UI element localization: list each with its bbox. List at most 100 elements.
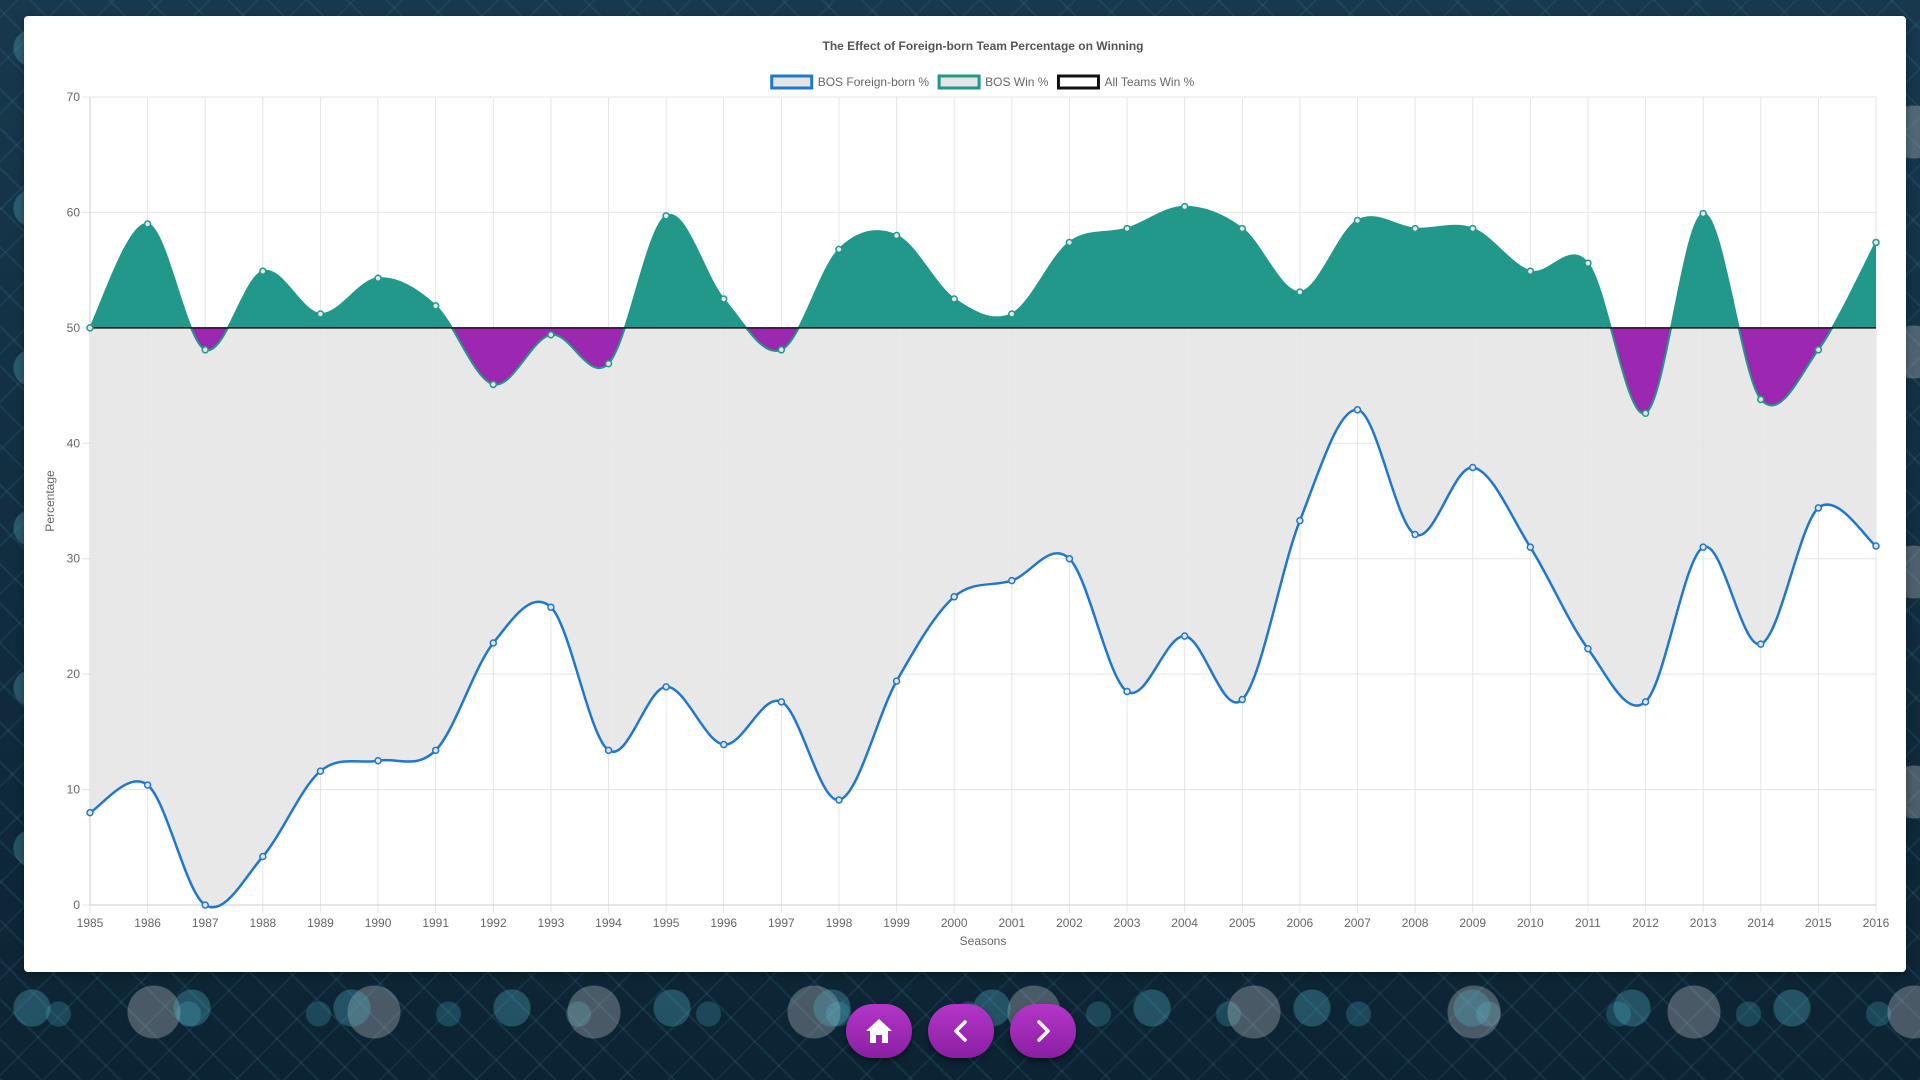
legend-label: All Teams Win %	[1104, 75, 1194, 89]
x-tick-label: 1989	[307, 916, 334, 930]
win-point[interactable]	[1008, 310, 1016, 318]
win-point[interactable]	[1123, 224, 1131, 233]
win-point[interactable]	[1065, 238, 1074, 247]
win-point[interactable]	[1699, 209, 1707, 218]
next-button[interactable]	[1010, 1004, 1076, 1058]
x-tick-label: 2009	[1459, 916, 1486, 930]
win-point[interactable]	[1526, 267, 1535, 276]
x-tick-label: 1985	[77, 916, 104, 930]
win-point[interactable]	[892, 231, 901, 240]
win-point[interactable]	[1757, 395, 1765, 404]
win-point[interactable]	[259, 267, 267, 276]
previous-button[interactable]	[928, 1004, 994, 1058]
win-point[interactable]	[86, 324, 94, 332]
win-point[interactable]	[547, 331, 555, 339]
legend: BOS Foreign-born % BOS Win % All Teams Win…	[770, 74, 1195, 90]
legend-label: BOS Foreign-born %	[818, 75, 930, 89]
y-tick-label: 0	[73, 898, 80, 912]
x-tick-label: 1990	[365, 916, 392, 930]
x-tick-label: 2012	[1632, 916, 1659, 930]
foreign-born-point[interactable]	[1641, 698, 1650, 706]
foreign-born-point[interactable]	[316, 767, 325, 775]
legend-item[interactable]: BOS Win %	[937, 74, 1049, 90]
foreign-born-point[interactable]	[604, 746, 613, 755]
win-point[interactable]	[604, 359, 613, 368]
y-tick-label: 40	[67, 436, 81, 450]
y-tick-label: 20	[67, 667, 81, 681]
x-tick-label: 2007	[1344, 916, 1371, 930]
home-button[interactable]	[846, 1004, 912, 1058]
win-point[interactable]	[1814, 346, 1823, 354]
win-point[interactable]	[950, 295, 958, 303]
foreign-born-point[interactable]	[259, 852, 267, 861]
win-point[interactable]	[489, 380, 498, 389]
foreign-born-point[interactable]	[1584, 644, 1592, 653]
foreign-born-point[interactable]	[1296, 516, 1304, 525]
x-tick-label: 1986	[134, 916, 161, 930]
win-point[interactable]	[1641, 409, 1650, 418]
x-axis-title: Seasons	[960, 934, 1007, 948]
foreign-born-point[interactable]	[1411, 530, 1419, 539]
foreign-born-point[interactable]	[777, 698, 786, 706]
foreign-born-point[interactable]	[374, 756, 382, 765]
win-point[interactable]	[1296, 288, 1304, 296]
win-point[interactable]	[1180, 202, 1189, 211]
x-tick-label: 2014	[1747, 916, 1774, 930]
win-point[interactable]	[1872, 238, 1880, 247]
foreign-born-point[interactable]	[143, 781, 152, 789]
navigation-bar	[0, 1000, 1920, 1064]
foreign-born-point[interactable]	[1814, 504, 1823, 512]
foreign-born-point[interactable]	[1468, 463, 1477, 472]
y-tick-label: 30	[67, 552, 81, 566]
foreign-born-point[interactable]	[1353, 406, 1362, 414]
foreign-born-point[interactable]	[892, 677, 901, 685]
foreign-born-point[interactable]	[1008, 576, 1016, 585]
chart-card: The Effect of Foreign-born Team Percenta…	[24, 16, 1906, 972]
win-point[interactable]	[201, 346, 209, 354]
x-tick-label: 2010	[1517, 916, 1544, 930]
win-point[interactable]	[431, 302, 440, 310]
foreign-born-point[interactable]	[489, 639, 498, 647]
win-point[interactable]	[1411, 224, 1419, 233]
legend-item[interactable]: All Teams Win %	[1056, 74, 1195, 90]
foreign-born-point[interactable]	[719, 740, 728, 749]
x-tick-label: 1993	[538, 916, 565, 930]
win-point[interactable]	[374, 274, 382, 282]
foreign-born-point[interactable]	[950, 593, 958, 601]
foreign-born-point[interactable]	[547, 603, 555, 611]
y-tick-label: 70	[67, 90, 81, 104]
y-tick-label: 60	[67, 205, 81, 219]
foreign-born-point[interactable]	[1526, 543, 1535, 551]
win-point[interactable]	[835, 245, 843, 254]
win-point[interactable]	[719, 295, 728, 303]
foreign-born-point[interactable]	[201, 901, 209, 909]
win-point[interactable]	[662, 212, 670, 220]
x-tick-label: 2004	[1171, 916, 1198, 930]
foreign-born-point[interactable]	[1699, 543, 1707, 551]
foreign-born-point[interactable]	[1238, 695, 1247, 704]
foreign-born-point[interactable]	[662, 683, 670, 691]
foreign-born-area	[90, 327, 1876, 908]
y-tick-label: 50	[67, 321, 81, 335]
foreign-born-point[interactable]	[431, 746, 440, 755]
win-point[interactable]	[316, 310, 325, 318]
foreign-born-point[interactable]	[1065, 554, 1074, 563]
x-tick-label: 1991	[422, 916, 449, 930]
x-tick-label: 1998	[826, 916, 853, 930]
foreign-born-point[interactable]	[1757, 640, 1765, 648]
x-tick-label: 1994	[595, 916, 622, 930]
win-point[interactable]	[1468, 224, 1477, 233]
chart-title: The Effect of Foreign-born Team Percenta…	[822, 39, 1143, 53]
foreign-born-point[interactable]	[86, 808, 94, 817]
win-point[interactable]	[777, 346, 786, 354]
foreign-born-point[interactable]	[1872, 542, 1880, 550]
foreign-born-point[interactable]	[1123, 687, 1131, 696]
win-point[interactable]	[143, 220, 152, 228]
win-point[interactable]	[1238, 224, 1247, 233]
foreign-born-point[interactable]	[835, 796, 843, 804]
foreign-born-point[interactable]	[1180, 632, 1189, 640]
win-point[interactable]	[1353, 216, 1362, 225]
win-point[interactable]	[1584, 259, 1592, 267]
legend-swatch	[937, 74, 981, 90]
legend-item[interactable]: BOS Foreign-born %	[770, 74, 930, 90]
